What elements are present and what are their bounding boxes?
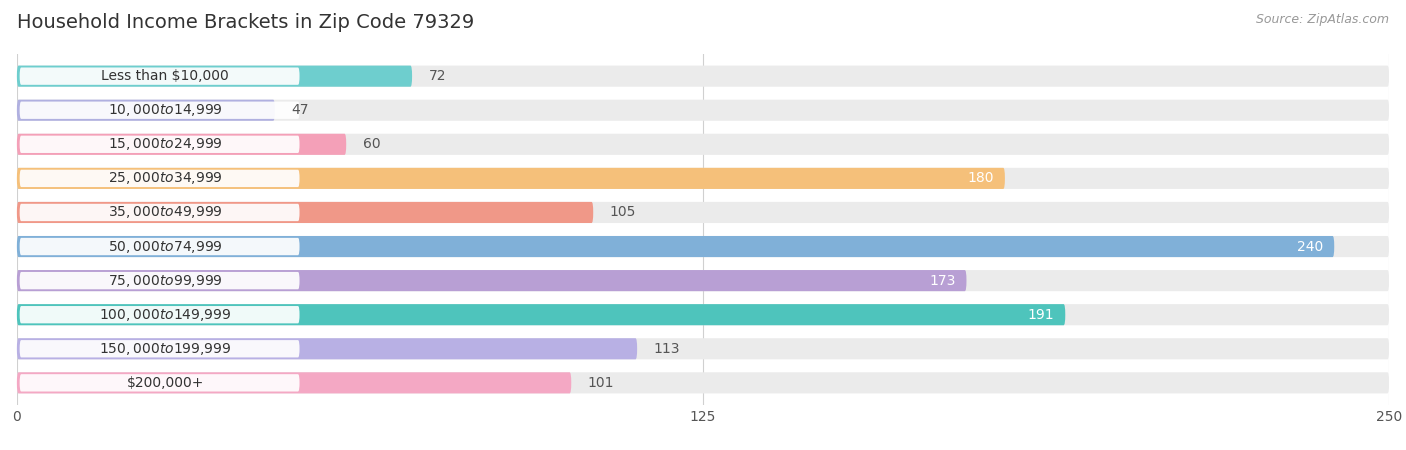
FancyBboxPatch shape — [17, 99, 1389, 121]
FancyBboxPatch shape — [20, 306, 299, 324]
Text: $25,000 to $34,999: $25,000 to $34,999 — [108, 171, 222, 186]
FancyBboxPatch shape — [17, 372, 1389, 393]
Text: $10,000 to $14,999: $10,000 to $14,999 — [108, 102, 222, 118]
Text: 60: 60 — [363, 137, 380, 151]
Text: 101: 101 — [588, 376, 614, 390]
FancyBboxPatch shape — [17, 66, 412, 87]
FancyBboxPatch shape — [20, 135, 299, 153]
Text: $35,000 to $49,999: $35,000 to $49,999 — [108, 204, 222, 220]
Text: $75,000 to $99,999: $75,000 to $99,999 — [108, 273, 222, 288]
Text: 105: 105 — [610, 206, 636, 220]
Text: 180: 180 — [967, 171, 994, 185]
FancyBboxPatch shape — [17, 134, 346, 155]
FancyBboxPatch shape — [17, 202, 1389, 223]
FancyBboxPatch shape — [20, 102, 299, 119]
FancyBboxPatch shape — [17, 202, 593, 223]
FancyBboxPatch shape — [17, 304, 1066, 325]
FancyBboxPatch shape — [20, 272, 299, 289]
FancyBboxPatch shape — [17, 270, 1389, 291]
FancyBboxPatch shape — [17, 236, 1389, 257]
FancyBboxPatch shape — [17, 270, 966, 291]
FancyBboxPatch shape — [17, 236, 1334, 257]
FancyBboxPatch shape — [17, 134, 1389, 155]
FancyBboxPatch shape — [17, 168, 1389, 189]
Text: 240: 240 — [1296, 239, 1323, 253]
Text: $50,000 to $74,999: $50,000 to $74,999 — [108, 238, 222, 255]
FancyBboxPatch shape — [20, 68, 299, 85]
Text: $100,000 to $149,999: $100,000 to $149,999 — [98, 307, 232, 323]
FancyBboxPatch shape — [17, 372, 571, 393]
Text: $15,000 to $24,999: $15,000 to $24,999 — [108, 136, 222, 152]
Text: 47: 47 — [291, 103, 309, 117]
FancyBboxPatch shape — [17, 99, 274, 121]
FancyBboxPatch shape — [17, 304, 1389, 325]
Text: 191: 191 — [1028, 308, 1054, 322]
FancyBboxPatch shape — [20, 238, 299, 255]
FancyBboxPatch shape — [20, 170, 299, 187]
Text: $200,000+: $200,000+ — [127, 376, 204, 390]
Text: 72: 72 — [429, 69, 446, 83]
FancyBboxPatch shape — [17, 168, 1005, 189]
FancyBboxPatch shape — [20, 204, 299, 221]
FancyBboxPatch shape — [20, 340, 299, 357]
FancyBboxPatch shape — [17, 66, 1389, 87]
Text: 173: 173 — [929, 274, 956, 288]
FancyBboxPatch shape — [20, 374, 299, 392]
Text: 113: 113 — [654, 342, 681, 356]
FancyBboxPatch shape — [17, 338, 637, 360]
Text: Less than $10,000: Less than $10,000 — [101, 69, 229, 83]
Text: $150,000 to $199,999: $150,000 to $199,999 — [98, 341, 232, 357]
FancyBboxPatch shape — [17, 338, 1389, 360]
Text: Household Income Brackets in Zip Code 79329: Household Income Brackets in Zip Code 79… — [17, 14, 474, 32]
Text: Source: ZipAtlas.com: Source: ZipAtlas.com — [1256, 14, 1389, 27]
